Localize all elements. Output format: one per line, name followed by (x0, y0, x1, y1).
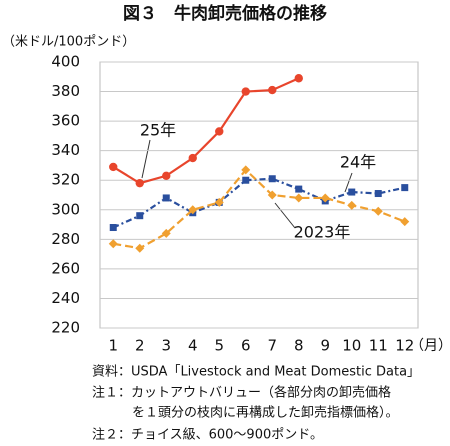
point (268, 85, 277, 95)
point (295, 185, 303, 193)
y-tick-label: 340 (51, 141, 80, 159)
series-line (113, 168, 406, 250)
y-tick-label: 260 (51, 259, 80, 277)
point (241, 87, 250, 96)
y-tick-label: 380 (51, 82, 80, 100)
y-tick-label: 320 (51, 171, 80, 189)
point (162, 194, 170, 202)
point (136, 212, 144, 220)
point (294, 74, 303, 83)
x-tick-label: 5 (214, 337, 224, 355)
series-label: 25年 (140, 121, 176, 140)
x-tick-label: 12 (395, 337, 414, 355)
x-tick-label: 2 (135, 337, 145, 355)
y-tick-label: 220 (51, 319, 80, 337)
chart-title: 図３ 牛肉卸売価格の推移 (123, 3, 327, 24)
point (347, 200, 357, 210)
series-label: 2023年 (294, 223, 351, 242)
point (267, 190, 277, 200)
point (162, 171, 171, 180)
y-tick-label: 240 (51, 289, 80, 307)
x-tick-label: 1 (108, 337, 118, 355)
y-tick-label: 400 (51, 53, 80, 71)
leader-line (344, 172, 353, 193)
point (135, 243, 145, 253)
plot-frame (99, 61, 419, 329)
point (348, 188, 356, 196)
x-tick-label: 3 (161, 337, 171, 355)
note: 注２：チョイス級、600～900ポンド。 (92, 428, 323, 443)
point (109, 162, 118, 172)
point (373, 206, 383, 216)
x-tick-label: 9 (320, 337, 330, 355)
x-axis-label: （月） (410, 338, 450, 354)
point (188, 205, 198, 215)
y-tick-label: 360 (51, 112, 80, 130)
x-tick-label: 6 (241, 337, 251, 355)
point (241, 165, 251, 175)
leader-line (141, 139, 151, 179)
leader-line (274, 202, 296, 229)
point (214, 197, 224, 207)
point (268, 175, 276, 183)
x-tick-label: 8 (294, 337, 304, 355)
point (401, 184, 409, 192)
point (135, 178, 144, 188)
point (108, 239, 118, 249)
note: 注１：カットアウトバリュー（各部分肉の卸売価格 (92, 385, 391, 401)
point (374, 190, 382, 198)
x-tick-label: 7 (267, 337, 277, 355)
point (188, 153, 197, 163)
series-line (112, 77, 300, 185)
point (161, 228, 171, 238)
y-tick-label: 300 (51, 200, 80, 218)
note: 資料：USDA「Livestock and Meat Domestic Data… (92, 365, 420, 380)
series-line (112, 177, 405, 229)
x-tick-label: 11 (369, 337, 388, 355)
point (215, 127, 224, 136)
point (400, 217, 410, 227)
point (242, 176, 250, 184)
point (320, 193, 330, 203)
series-label: 24年 (340, 153, 376, 172)
x-tick-label: 10 (342, 337, 361, 355)
y-tick-label: 280 (51, 230, 80, 248)
point (294, 193, 304, 203)
note: を１頭分の枝肉に再構成した卸売指標価格）。 (132, 405, 399, 421)
x-tick-label: 4 (188, 337, 198, 355)
point (109, 224, 117, 232)
y-axis-label: （米ドル/100ポンド） (2, 35, 135, 50)
